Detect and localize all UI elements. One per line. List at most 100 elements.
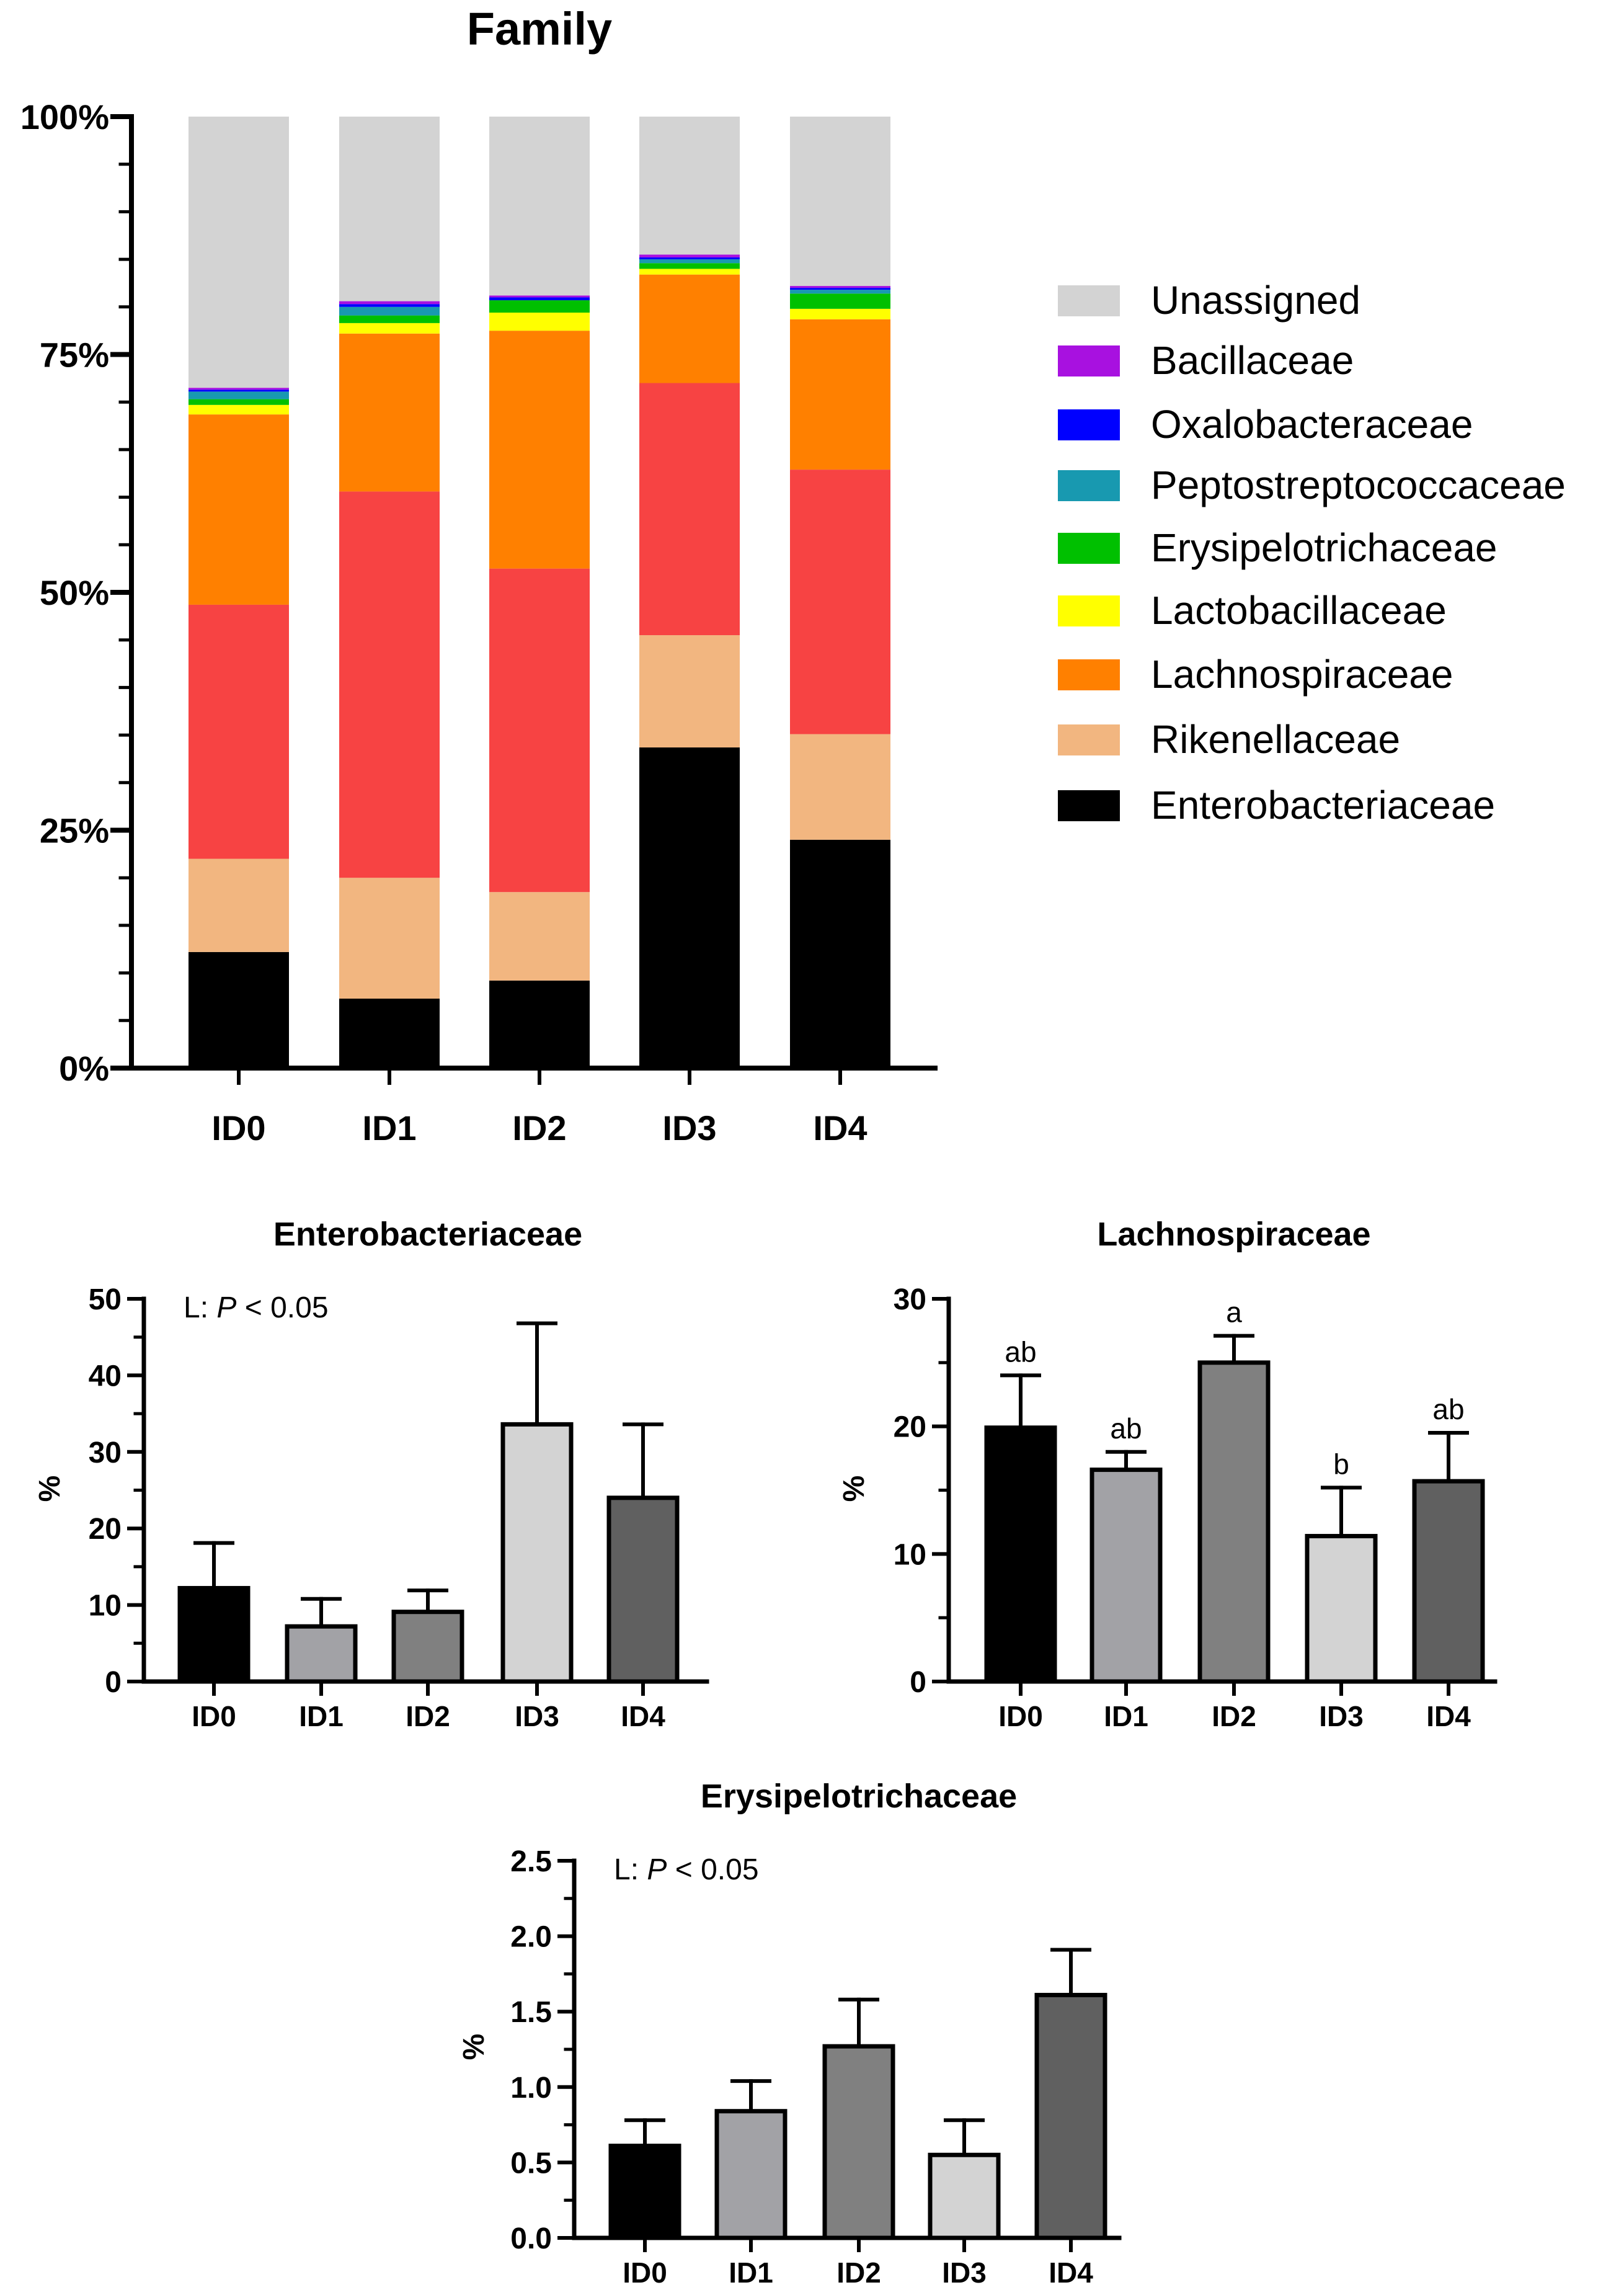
x-tick-label: ID3	[1319, 1700, 1364, 1732]
y-tick-label: 20	[894, 1411, 926, 1444]
stack-segment-peptostreptococcaceae-id0	[189, 391, 289, 399]
family-chart: Family ID0 ID1 ID2 ID3 ID4 0% 25% 50% 75% 100% Unas…	[20, 3, 1566, 1147]
x-tick-label: ID2	[836, 2257, 881, 2289]
stack-segment-enterobacteriaceae-id0	[189, 951, 289, 1068]
stack-segment-unassigned-id3	[639, 117, 740, 255]
enterobacteriaceae-chart: Enterobacteriaceae% 0 10 20 30 40 50 ID0 ID1 ID2 I…	[33, 1216, 709, 1732]
y-tick-label: 40	[89, 1360, 122, 1392]
stack-segment-rikenellaceae-id1	[339, 878, 440, 999]
lachnospiraceae-chart: Lachnospiraceae% 0 10 20 30 ID0 ab ID1 ab ID2 a ID3…	[838, 1216, 1498, 1732]
stack-segment-peptostreptococcaceae-id3	[639, 259, 740, 264]
bar-id0	[608, 2144, 681, 2240]
stack-segment-unnamed-red-group-id2	[489, 568, 590, 893]
legend: Unassigned Bacillaceae Oxalobacteraceae Pep…	[1058, 278, 1566, 827]
stack-segment-lactobacillaceae-id0	[189, 404, 289, 415]
x-tick-label: ID4	[621, 1700, 665, 1732]
bar-id2	[391, 1610, 464, 1684]
stack-segment-erysipelotrichaceae-id1	[339, 315, 440, 323]
stack-segment-erysipelotrichaceae-id3	[639, 263, 740, 269]
y-tick-label: 50	[89, 1283, 122, 1316]
stack-segment-lachnospiraceae-id0	[189, 414, 289, 605]
legend-swatch	[1058, 790, 1120, 821]
x-tick-label: ID2	[406, 1700, 450, 1732]
x-tick-label: ID3	[942, 2257, 987, 2289]
significance-letter: b	[1333, 1448, 1349, 1480]
stack-segment-unassigned-id0	[189, 117, 289, 388]
erysipelotrichaceae-chart: Erysipelotrichaceae% 0.0 0.5 1.0 1.5 2.0 2.5 ID…	[458, 1778, 1122, 2289]
legend-swatch	[1058, 659, 1120, 690]
legend-swatch	[1058, 533, 1120, 564]
stack-segment-lactobacillaceae-id3	[639, 269, 740, 275]
p-value-annotation: L: P < 0.05	[614, 1853, 759, 1886]
stack-segment-bacillaceae-id3	[639, 254, 740, 258]
y-tick-label: 30	[894, 1283, 926, 1316]
y-tick-label: 1.0	[510, 2072, 552, 2105]
y-tick-label: 2.0	[510, 1921, 552, 1954]
bar-id2	[822, 2044, 895, 2240]
y-tick-label: 0	[910, 1666, 926, 1699]
bar-id0	[177, 1585, 251, 1684]
bar-id4	[1034, 1992, 1107, 2240]
x-tick-label: ID0	[211, 1108, 265, 1147]
x-tick-label: ID4	[1426, 1700, 1471, 1732]
stack-segment-unnamed-red-group-id0	[189, 604, 289, 859]
y-tick-label: 2.5	[510, 1845, 552, 1878]
y-tick-label: 0.0	[510, 2222, 552, 2255]
chart-title: Enterobacteriaceae	[273, 1216, 582, 1253]
bar-id1	[1089, 1468, 1163, 1684]
stack-segment-unnamed-red-group-id4	[790, 470, 890, 734]
stack-segment-bacillaceae-id2	[489, 295, 590, 298]
stack-segment-rikenellaceae-id0	[189, 858, 289, 952]
y-axis-label: %	[838, 1476, 871, 1502]
x-tick-label: ID0	[623, 2257, 667, 2289]
stack-segment-lachnospiraceae-id1	[339, 333, 440, 492]
y-tick-label: 0	[105, 1666, 122, 1699]
stack-segment-lachnospiraceae-id2	[489, 331, 590, 569]
legend-label: Lachnospiraceae	[1151, 652, 1453, 697]
legend-label: Enterobacteriaceae	[1151, 783, 1495, 827]
bar-id3	[500, 1422, 574, 1684]
y-tick-label: 10	[89, 1590, 122, 1623]
stack-segment-rikenellaceae-id4	[790, 734, 890, 840]
stack-segment-peptostreptococcaceae-id1	[339, 306, 440, 316]
stack-segment-bacillaceae-id0	[189, 388, 289, 390]
legend-swatch	[1058, 285, 1120, 316]
legend-swatch	[1058, 345, 1120, 376]
stack-segment-lactobacillaceae-id4	[790, 308, 890, 319]
legend-label: Peptostreptococcaceae	[1151, 463, 1566, 507]
stack-segment-unassigned-id4	[790, 117, 890, 287]
chart-title: Lachnospiraceae	[1097, 1216, 1370, 1253]
x-tick-label: ID2	[1212, 1700, 1256, 1732]
y-tick-label: 75%	[40, 336, 109, 375]
x-tick-label: ID3	[662, 1108, 716, 1147]
stack-segment-peptostreptococcaceae-id4	[790, 290, 890, 294]
x-tick-label: ID1	[362, 1108, 416, 1147]
p-value-annotation: L: P < 0.05	[184, 1291, 329, 1324]
y-tick-label: 1.5	[510, 1996, 552, 2029]
stack-segment-oxalobacteraceae-id1	[339, 304, 440, 307]
bar-id0	[984, 1425, 1057, 1684]
stack-segment-erysipelotrichaceae-id2	[489, 300, 590, 313]
legend-swatch	[1058, 595, 1120, 626]
stack-segment-erysipelotrichaceae-id4	[790, 293, 890, 309]
y-axis-label: %	[33, 1476, 66, 1502]
stack-segment-unnamed-red-group-id1	[339, 491, 440, 878]
chart-title: Erysipelotrichaceae	[701, 1778, 1017, 1815]
stack-segment-oxalobacteraceae-id0	[189, 390, 289, 392]
legend-label: Unassigned	[1151, 278, 1360, 323]
stack-segment-unnamed-red-group-id3	[639, 383, 740, 636]
bar-id2	[1197, 1360, 1271, 1684]
x-tick-label: ID1	[1104, 1700, 1148, 1732]
x-tick-label: ID3	[515, 1700, 559, 1732]
legend-swatch	[1058, 470, 1120, 501]
legend-label: Oxalobacteraceae	[1151, 402, 1473, 447]
legend-label: Rikenellaceae	[1151, 717, 1400, 762]
x-tick-label: ID4	[813, 1108, 867, 1147]
stack-segment-lachnospiraceae-id3	[639, 274, 740, 383]
x-tick-label: ID1	[299, 1700, 344, 1732]
significance-letter: ab	[1432, 1393, 1464, 1425]
legend-swatch	[1058, 724, 1120, 755]
significance-letter: ab	[1110, 1412, 1142, 1445]
bar-id4	[1412, 1479, 1485, 1684]
